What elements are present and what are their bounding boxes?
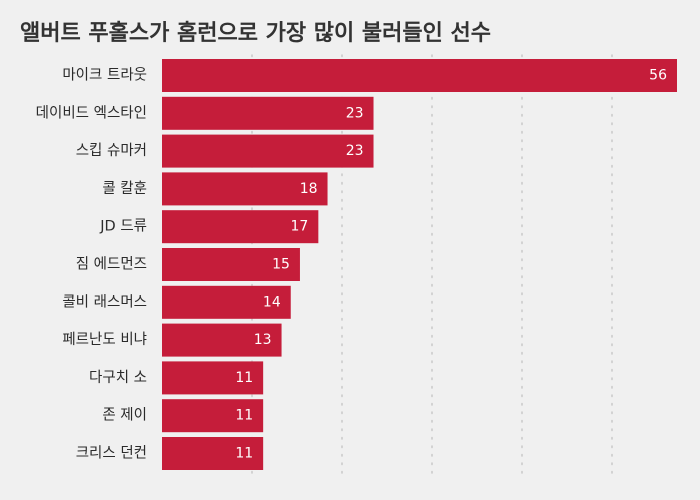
bar-5 <box>162 248 300 281</box>
bar-7 <box>162 323 282 357</box>
bar-9 <box>162 399 264 433</box>
value-label-5: 15 <box>272 257 290 273</box>
category-label-6: 콜비 래스머스 <box>62 293 147 310</box>
category-label-8: 다구치 소 <box>89 369 147 386</box>
category-label-3: 콜 칼훈 <box>102 180 147 197</box>
value-label-1: 23 <box>346 105 364 121</box>
value-label-3: 18 <box>300 181 318 197</box>
category-label-10: 크리스 던컨 <box>76 445 147 462</box>
value-label-7: 13 <box>254 332 272 348</box>
category-label-7: 페르난도 비냐 <box>62 331 147 348</box>
chart-title: 앨버트 푸홀스가 홈런으로 가장 많이 불러들인 선수 <box>20 20 491 46</box>
category-label-2: 스킵 슈마커 <box>76 142 147 159</box>
value-label-6: 14 <box>263 294 281 310</box>
category-label-4: JD 드류 <box>99 219 147 235</box>
value-label-0: 56 <box>649 68 667 84</box>
value-label-9: 11 <box>235 408 253 424</box>
bar-4 <box>162 210 319 244</box>
labels: 마이크 트라웃 56 데이비드 엑스타인 23 스킵 슈마커 23 콜 칼훈 18 JD 드류 1… <box>36 67 667 462</box>
bars <box>162 59 677 470</box>
category-label-1: 데이비드 엑스타인 <box>36 104 147 121</box>
bar-8 <box>162 361 264 395</box>
value-label-2: 23 <box>346 143 364 159</box>
bar-6 <box>162 285 291 319</box>
value-label-4: 17 <box>291 219 309 235</box>
bar-2 <box>162 134 374 168</box>
bar-1 <box>162 96 374 130</box>
bar-0 <box>162 59 677 92</box>
value-label-10: 11 <box>235 446 253 462</box>
value-label-8: 11 <box>235 370 253 386</box>
category-label-5: 짐 에드먼즈 <box>76 256 147 273</box>
category-label-0: 마이크 트라웃 <box>62 67 147 84</box>
category-label-9: 존 제이 <box>102 407 147 424</box>
bar-10 <box>162 437 264 470</box>
bar-3 <box>162 172 328 206</box>
